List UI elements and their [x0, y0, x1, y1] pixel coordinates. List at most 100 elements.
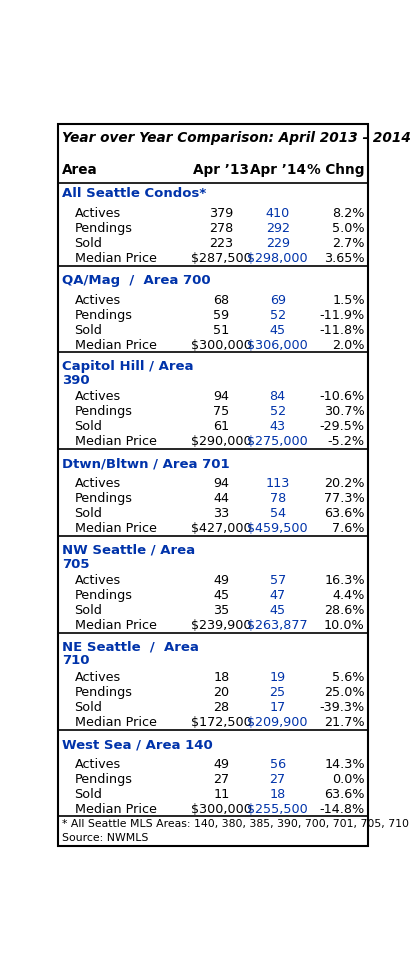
- Text: 59: 59: [213, 308, 229, 322]
- Text: NE Seattle  /  Area: NE Seattle / Area: [62, 640, 198, 653]
- Text: $300,000: $300,000: [191, 802, 252, 816]
- Text: Apr ’13: Apr ’13: [193, 163, 249, 177]
- Text: 28: 28: [213, 701, 229, 714]
- Text: 94: 94: [213, 390, 229, 404]
- Text: 78: 78: [270, 492, 286, 505]
- Text: Pendings: Pendings: [74, 222, 133, 234]
- Text: 43: 43: [270, 420, 286, 433]
- Text: 2.7%: 2.7%: [332, 236, 365, 250]
- Text: 84: 84: [270, 390, 286, 404]
- Text: 68: 68: [213, 294, 229, 307]
- Text: Area: Area: [62, 163, 97, 177]
- Text: 292: 292: [266, 222, 290, 234]
- Text: 5.6%: 5.6%: [332, 671, 365, 684]
- Text: Sold: Sold: [74, 324, 102, 336]
- Text: Median Price: Median Price: [74, 522, 156, 535]
- Text: 19: 19: [270, 671, 286, 684]
- Text: 94: 94: [213, 478, 229, 490]
- Text: 28.6%: 28.6%: [324, 604, 365, 617]
- Text: $300,000: $300,000: [191, 338, 252, 352]
- Text: 54: 54: [270, 507, 286, 520]
- Text: Pendings: Pendings: [74, 773, 133, 786]
- Text: Pendings: Pendings: [74, 308, 133, 322]
- Text: Actives: Actives: [74, 294, 121, 307]
- Text: Actives: Actives: [74, 207, 121, 220]
- Text: NW Seattle / Area: NW Seattle / Area: [62, 544, 195, 556]
- Text: Pendings: Pendings: [74, 406, 133, 418]
- Text: Median Price: Median Price: [74, 435, 156, 449]
- Text: -11.9%: -11.9%: [319, 308, 365, 322]
- Text: 45: 45: [213, 589, 229, 603]
- Text: 10.0%: 10.0%: [324, 619, 365, 632]
- Text: 18: 18: [270, 788, 286, 801]
- Text: $427,000: $427,000: [191, 522, 252, 535]
- Text: -39.3%: -39.3%: [319, 701, 365, 714]
- Text: Median Price: Median Price: [74, 802, 156, 816]
- Text: Median Price: Median Price: [74, 716, 156, 728]
- Text: -11.8%: -11.8%: [319, 324, 365, 336]
- Text: 30.7%: 30.7%: [324, 406, 365, 418]
- Text: 705: 705: [62, 557, 89, 571]
- Text: Pendings: Pendings: [74, 686, 133, 699]
- Text: 21.7%: 21.7%: [324, 716, 365, 728]
- Text: 16.3%: 16.3%: [324, 574, 365, 587]
- Text: Dtwn/Bltwn / Area 701: Dtwn/Bltwn / Area 701: [62, 457, 229, 471]
- Text: 229: 229: [266, 236, 290, 250]
- Text: $263,877: $263,877: [248, 619, 308, 632]
- Text: West Sea / Area 140: West Sea / Area 140: [62, 738, 213, 752]
- Text: Median Price: Median Price: [74, 619, 156, 632]
- Text: 278: 278: [209, 222, 233, 234]
- Text: 20.2%: 20.2%: [324, 478, 365, 490]
- Text: $275,000: $275,000: [247, 435, 308, 449]
- Text: 11: 11: [213, 788, 229, 801]
- Text: Pendings: Pendings: [74, 492, 133, 505]
- Text: 69: 69: [270, 294, 286, 307]
- Text: 33: 33: [213, 507, 229, 520]
- Text: 390: 390: [62, 374, 89, 387]
- Text: 27: 27: [213, 773, 229, 786]
- Text: 57: 57: [270, 574, 286, 587]
- Text: Sold: Sold: [74, 701, 102, 714]
- Text: 18: 18: [213, 671, 229, 684]
- Text: Capitol Hill / Area: Capitol Hill / Area: [62, 360, 193, 373]
- Text: * All Seattle MLS Areas: 140, 380, 385, 390, 700, 701, 705, 710: * All Seattle MLS Areas: 140, 380, 385, …: [62, 820, 409, 829]
- Text: 61: 61: [213, 420, 229, 433]
- Text: 51: 51: [213, 324, 229, 336]
- Text: 49: 49: [213, 757, 229, 771]
- Text: $290,000: $290,000: [191, 435, 252, 449]
- Text: 27: 27: [270, 773, 286, 786]
- Text: 223: 223: [209, 236, 233, 250]
- Text: $306,000: $306,000: [247, 338, 308, 352]
- Text: -29.5%: -29.5%: [319, 420, 365, 433]
- Text: 17: 17: [270, 701, 286, 714]
- Text: 0.0%: 0.0%: [332, 773, 365, 786]
- Text: -5.2%: -5.2%: [328, 435, 365, 449]
- Text: 25: 25: [270, 686, 286, 699]
- Text: Median Price: Median Price: [74, 252, 156, 265]
- Text: $239,900: $239,900: [191, 619, 252, 632]
- Text: $209,900: $209,900: [248, 716, 308, 728]
- Text: $298,000: $298,000: [248, 252, 308, 265]
- Text: Apr ’14: Apr ’14: [250, 163, 306, 177]
- Text: Sold: Sold: [74, 236, 102, 250]
- Text: Actives: Actives: [74, 478, 121, 490]
- Text: Actives: Actives: [74, 671, 121, 684]
- Text: 25.0%: 25.0%: [324, 686, 365, 699]
- Text: Sold: Sold: [74, 788, 102, 801]
- Text: 3.65%: 3.65%: [324, 252, 365, 265]
- Text: 56: 56: [270, 757, 286, 771]
- Text: Sold: Sold: [74, 420, 102, 433]
- Text: 710: 710: [62, 654, 89, 667]
- Text: 77.3%: 77.3%: [324, 492, 365, 505]
- Text: 20: 20: [213, 686, 229, 699]
- Text: $459,500: $459,500: [248, 522, 308, 535]
- Text: Median Price: Median Price: [74, 338, 156, 352]
- Text: 52: 52: [270, 406, 286, 418]
- Text: Year over Year Comparison: April 2013 - 2014: Year over Year Comparison: April 2013 - …: [62, 131, 411, 144]
- Text: 49: 49: [213, 574, 229, 587]
- Text: 35: 35: [213, 604, 229, 617]
- Text: 7.6%: 7.6%: [332, 522, 365, 535]
- Text: 45: 45: [270, 324, 286, 336]
- Text: 52: 52: [270, 308, 286, 322]
- Text: 379: 379: [209, 207, 233, 220]
